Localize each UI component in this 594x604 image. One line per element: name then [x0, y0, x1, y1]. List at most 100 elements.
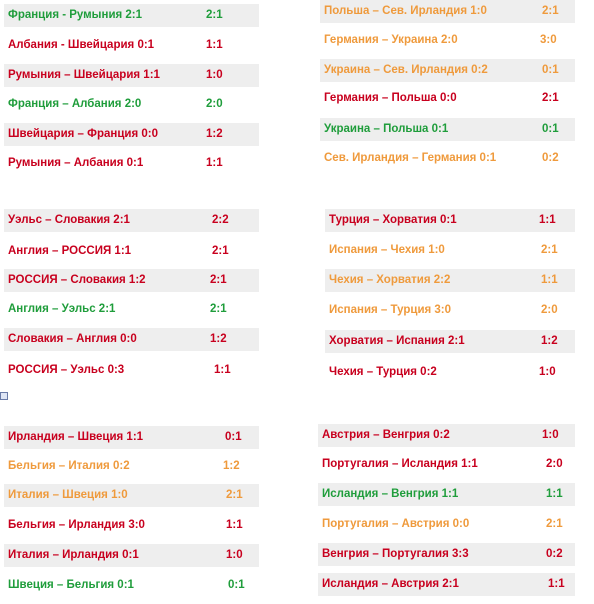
match-row: Румыния – Албания 0:1 1:1: [4, 152, 259, 175]
match-row: Португалия – Исландия 1:1 2:0: [318, 453, 575, 476]
prediction-label: 1:2: [223, 460, 240, 472]
match-label: Венгрия – Португалия 3:3: [322, 548, 469, 560]
match-label: Словакия – Англия 0:0: [8, 333, 137, 345]
match-row: Албания - Швейцария 0:1 1:1: [4, 34, 259, 57]
match-label: Испания – Чехия 1:0: [329, 244, 445, 256]
match-row: Сев. Ирландия – Германия 0:1 0:2: [320, 147, 575, 170]
match-label: Бельгия – Ирландия 3:0: [8, 519, 145, 531]
match-label: Чехия – Хорватия 2:2: [329, 274, 451, 286]
match-label: Англия – РОССИЯ 1:1: [8, 245, 132, 257]
prediction-label: 1:2: [541, 335, 558, 347]
prediction-label: 1:0: [539, 366, 556, 378]
match-row: Словакия – Англия 0:0 1:2: [4, 328, 259, 351]
match-label: Германия – Польша 0:0: [324, 92, 457, 104]
prediction-label: 1:2: [210, 333, 227, 345]
prediction-label: 1:0: [206, 69, 223, 81]
match-row: Австрия – Венгрия 0:2 1:0: [318, 424, 575, 447]
prediction-label: 2:0: [206, 98, 223, 110]
match-label: РОССИЯ – Уэльс 0:3: [8, 364, 125, 376]
prediction-label: 0:1: [542, 64, 559, 76]
match-label: Австрия – Венгрия 0:2: [322, 429, 450, 441]
match-label: Польша – Сев. Ирландия 1:0: [324, 5, 487, 17]
match-row: Украина – Польша 0:1 0:1: [320, 118, 575, 141]
prediction-label: 2:1: [542, 5, 559, 17]
match-label: Турция – Хорватия 0:1: [329, 214, 457, 226]
match-row: РОССИЯ – Уэльс 0:3 1:1: [4, 359, 259, 382]
prediction-label: 1:1: [548, 578, 565, 590]
match-row: Германия – Украина 2:0 3:0: [320, 29, 575, 52]
match-label: Исландия – Австрия 2:1: [322, 578, 459, 590]
match-label: Швеция – Бельгия 0:1: [8, 579, 134, 591]
match-label: Украина – Сев. Ирландия 0:2: [324, 64, 488, 76]
prediction-label: 2:1: [210, 274, 227, 286]
prediction-label: 1:1: [206, 39, 223, 51]
match-label: Чехия – Турция 0:2: [329, 366, 437, 378]
match-label: Португалия – Австрия 0:0: [322, 518, 470, 530]
match-row: Венгрия – Португалия 3:3 0:2: [318, 543, 575, 566]
match-row: Бельгия – Италия 0:2 1:2: [4, 455, 259, 478]
match-row: Италия – Швеция 1:0 2:1: [4, 484, 259, 507]
match-label: Бельгия – Италия 0:2: [8, 460, 130, 472]
match-row: Ирландия – Швеция 1:1 0:1: [4, 426, 259, 449]
prediction-label: 0:1: [228, 579, 245, 591]
prediction-label: 0:1: [542, 123, 559, 135]
prediction-label: 1:1: [226, 519, 243, 531]
match-label: Германия – Украина 2:0: [324, 34, 458, 46]
match-row: Швеция – Бельгия 0:1 0:1: [4, 574, 259, 597]
match-label: Италия – Швеция 1:0: [8, 489, 128, 501]
match-label: Италия – Ирландия 0:1: [8, 549, 139, 561]
prediction-label: 2:2: [212, 214, 229, 226]
match-label: Англия – Уэльс 2:1: [8, 303, 116, 315]
prediction-label: 2:1: [541, 244, 558, 256]
match-label: Ирландия – Швеция 1:1: [8, 431, 144, 443]
match-row: Турция – Хорватия 0:1 1:1: [325, 209, 575, 232]
prediction-label: 2:1: [226, 489, 243, 501]
match-row: Бельгия – Ирландия 3:0 1:1: [4, 514, 259, 537]
prediction-label: 1:1: [214, 364, 231, 376]
match-row: Чехия – Турция 0:2 1:0: [325, 361, 575, 384]
match-row: Хорватия – Испания 2:1 1:2: [325, 330, 575, 353]
match-label: Исландия – Венгрия 1:1: [322, 488, 459, 500]
match-label: Хорватия – Испания 2:1: [329, 335, 465, 347]
prediction-label: 2:0: [541, 304, 558, 316]
match-row: Франция - Румыния 2:1 2:1: [4, 4, 259, 27]
prediction-label: 0:2: [542, 152, 559, 164]
match-row: Германия – Польша 0:0 2:1: [320, 87, 575, 110]
match-row: Швейцария – Франция 0:0 1:2: [4, 123, 259, 146]
match-label: Франция - Румыния 2:1: [8, 9, 143, 21]
match-label: Франция – Албания 2:0: [8, 98, 142, 110]
match-label: Португалия – Исландия 1:1: [322, 458, 478, 470]
prediction-label: 2:1: [212, 245, 229, 257]
match-label: Уэльс – Словакия 2:1: [8, 214, 130, 226]
match-label: Испания – Турция 3:0: [329, 304, 452, 316]
match-row: Англия – РОССИЯ 1:1 2:1: [4, 240, 259, 263]
match-row: Англия – Уэльс 2:1 2:1: [4, 298, 259, 321]
prediction-label: 1:0: [226, 549, 243, 561]
match-row: Италия – Ирландия 0:1 1:0: [4, 544, 259, 567]
prediction-label: 1:1: [546, 488, 563, 500]
match-row: Польша – Сев. Ирландия 1:0 2:1: [320, 0, 575, 23]
prediction-label: 0:2: [546, 548, 563, 560]
prediction-label: 2:1: [542, 92, 559, 104]
match-label: РОССИЯ – Словакия 1:2: [8, 274, 146, 286]
match-row: Франция – Албания 2:0 2:0: [4, 93, 259, 116]
match-label: Румыния – Албания 0:1: [8, 157, 144, 169]
match-row: Украина – Сев. Ирландия 0:2 0:1: [320, 59, 575, 82]
prediction-label: 2:1: [546, 518, 563, 530]
prediction-label: 0:1: [225, 431, 242, 443]
anchor-icon: [0, 392, 8, 400]
prediction-label: 2:1: [206, 9, 223, 21]
match-label: Сев. Ирландия – Германия 0:1: [324, 152, 497, 164]
prediction-label: 1:1: [206, 157, 223, 169]
match-label: Албания - Швейцария 0:1: [8, 39, 155, 51]
prediction-label: 1:1: [541, 274, 558, 286]
match-row: Румыния – Швейцария 1:1 1:0: [4, 64, 259, 87]
match-row: Исландия – Венгрия 1:1 1:1: [318, 483, 575, 506]
prediction-label: 2:0: [546, 458, 563, 470]
match-row: Португалия – Австрия 0:0 2:1: [318, 513, 575, 536]
match-row: Испания – Чехия 1:0 2:1: [325, 239, 575, 262]
match-row: Испания – Турция 3:0 2:0: [325, 299, 575, 322]
prediction-label: 2:1: [210, 303, 227, 315]
prediction-label: 1:2: [206, 128, 223, 140]
match-row: РОССИЯ – Словакия 1:2 2:1: [4, 269, 259, 292]
